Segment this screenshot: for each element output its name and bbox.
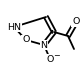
Text: O: O xyxy=(72,18,80,26)
Text: O: O xyxy=(22,35,30,45)
Text: HN: HN xyxy=(7,22,21,32)
Text: N: N xyxy=(40,41,47,49)
Text: −: − xyxy=(54,51,60,61)
Text: O: O xyxy=(46,55,54,63)
